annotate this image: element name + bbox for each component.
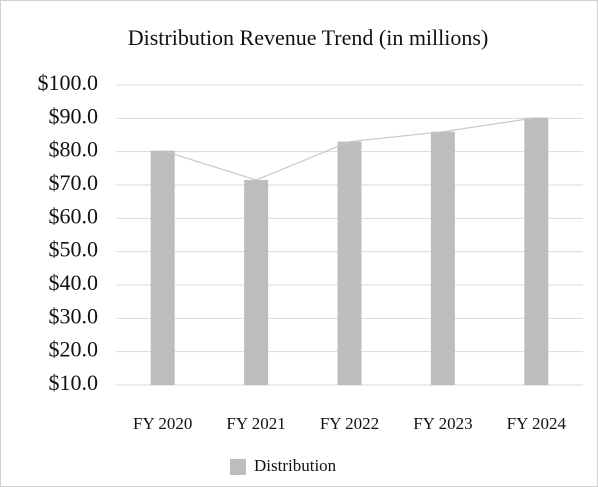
x-tick-label: FY 2022 [320,414,379,433]
bar [524,117,549,386]
x-tick-label: FY 2024 [507,414,567,433]
y-tick-label: $30.0 [49,303,99,328]
y-tick-label: $50.0 [49,237,99,262]
legend-label: Distribution [254,456,337,475]
y-tick-label: $60.0 [49,203,99,228]
bar [430,131,455,385]
x-tick-label: FY 2020 [133,414,192,433]
y-tick-label: $90.0 [49,103,99,128]
y-tick-label: $100.0 [38,70,99,95]
y-tick-label: $40.0 [49,270,99,295]
y-tick-label: $10.0 [49,370,99,395]
chart-title: Distribution Revenue Trend (in millions) [128,25,489,50]
y-tick-label: $70.0 [49,170,99,195]
y-tick-label: $20.0 [49,337,99,362]
bar [337,141,362,385]
x-tick-label: FY 2021 [226,414,285,433]
y-tick-label: $80.0 [49,137,99,162]
x-tick-label: FY 2023 [413,414,472,433]
bar [244,180,269,385]
trend-line [162,117,537,181]
legend-swatch [230,459,246,475]
bar [150,150,175,385]
